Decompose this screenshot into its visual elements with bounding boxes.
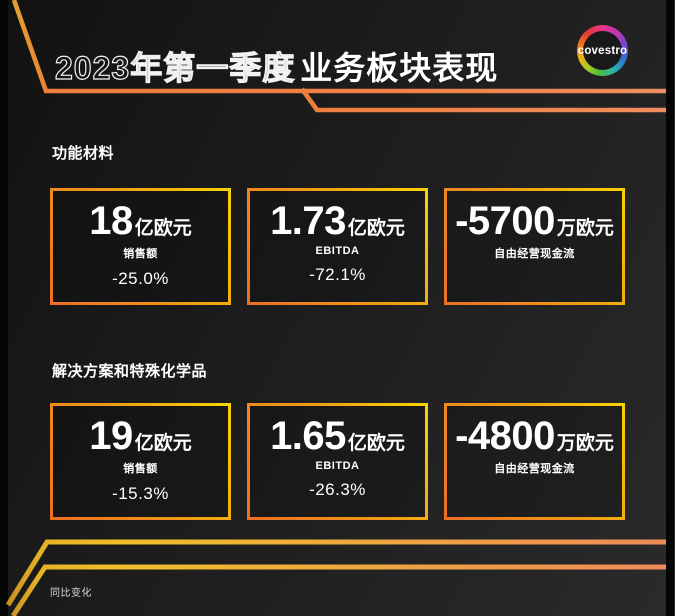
slide-background xyxy=(8,0,666,616)
kpi-change: -72.1% xyxy=(309,265,366,284)
kpi-row-performance-materials: 18 亿欧元 销售额 -25.0% 1.73 亿欧元 EBITDA -72.1%… xyxy=(50,188,625,305)
kpi-value-row: -4800 万欧元 xyxy=(455,416,614,456)
kpi-unit: 亿欧元 xyxy=(347,433,405,454)
kpi-card-free-cash-flow: -5700 万欧元 自由经营现金流 xyxy=(444,188,625,305)
kpi-label: 销售额 xyxy=(123,463,158,475)
kpi-unit: 万欧元 xyxy=(556,433,614,454)
kpi-label: EBITDA xyxy=(315,460,360,472)
kpi-card-sales: 19 亿欧元 销售额 -15.3% xyxy=(50,403,231,520)
kpi-change: -25.0% xyxy=(112,269,169,288)
kpi-card-sales: 18 亿欧元 销售额 -25.0% xyxy=(50,188,231,305)
kpi-unit: 亿欧元 xyxy=(134,218,192,239)
kpi-value-row: 18 亿欧元 xyxy=(89,201,192,241)
kpi-row-solutions-specialties: 19 亿欧元 销售额 -15.3% 1.65 亿欧元 EBITDA -26.3%… xyxy=(50,403,625,520)
kpi-card-ebitda: 1.73 亿欧元 EBITDA -72.1% xyxy=(247,188,428,305)
right-edge-bar xyxy=(666,0,674,616)
kpi-value-row: 1.73 亿欧元 xyxy=(270,201,405,241)
kpi-value: -4800 xyxy=(455,414,555,458)
kpi-label: 自由经营现金流 xyxy=(494,463,575,475)
title-solid-part: 业务板块表现 xyxy=(300,50,499,87)
kpi-label: 销售额 xyxy=(123,248,158,260)
covestro-logo-icon: covestro xyxy=(577,25,628,76)
title-outlined-part: 2023年第一季度 xyxy=(54,50,296,87)
kpi-change: -15.3% xyxy=(112,484,169,503)
kpi-card-ebitda: 1.65 亿欧元 EBITDA -26.3% xyxy=(247,403,428,520)
kpi-unit: 亿欧元 xyxy=(347,218,405,239)
kpi-value-row: 1.65 亿欧元 xyxy=(270,416,405,456)
kpi-value: 19 xyxy=(89,414,133,458)
section-heading-solutions-specialties: 解决方案和特殊化学品 xyxy=(52,363,208,380)
kpi-change: -26.3% xyxy=(309,480,366,499)
kpi-value-row: 19 亿欧元 xyxy=(89,416,192,456)
kpi-unit: 亿欧元 xyxy=(134,433,192,454)
yoy-change-footnote: 同比变化 xyxy=(50,588,92,599)
kpi-card-free-cash-flow: -4800 万欧元 自由经营现金流 xyxy=(444,403,625,520)
kpi-label: 自由经营现金流 xyxy=(494,248,575,260)
kpi-value-row: -5700 万欧元 xyxy=(455,201,614,241)
covestro-logo-text: covestro xyxy=(577,44,628,57)
kpi-value: 1.73 xyxy=(270,199,346,243)
kpi-unit: 万欧元 xyxy=(556,218,614,239)
page-title: 2023年第一季度 业务板块表现 xyxy=(54,50,499,87)
section-heading-performance-materials: 功能材料 xyxy=(52,145,115,162)
kpi-value: -5700 xyxy=(455,199,555,243)
kpi-value: 1.65 xyxy=(270,414,346,458)
kpi-label: EBITDA xyxy=(315,245,360,257)
kpi-value: 18 xyxy=(89,199,133,243)
